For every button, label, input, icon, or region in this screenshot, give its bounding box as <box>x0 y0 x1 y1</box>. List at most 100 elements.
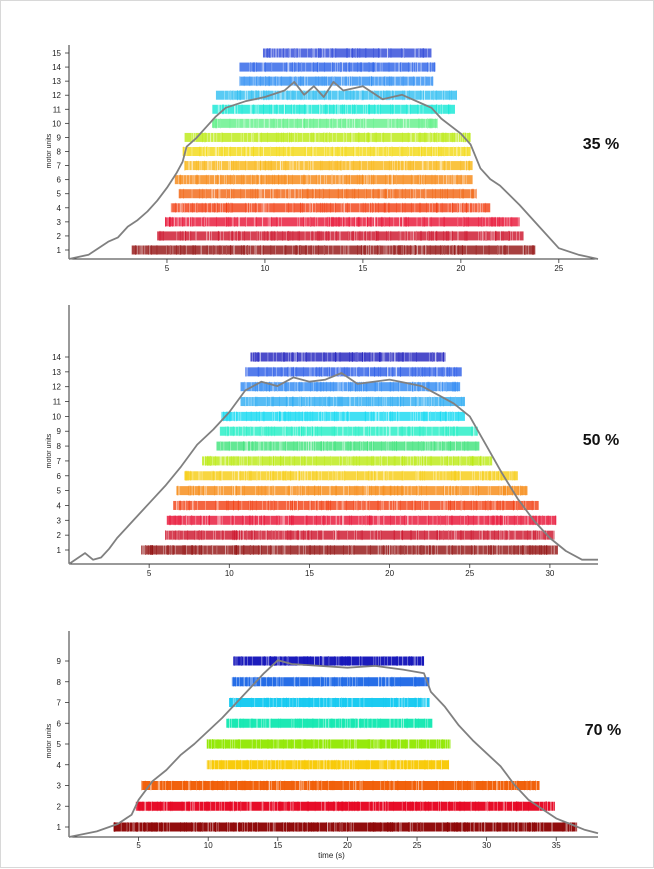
y-axis-title: motor units <box>46 433 53 468</box>
raster-band <box>207 760 449 769</box>
motor-unit-raster-8 <box>183 147 471 157</box>
y-tick-label: 4 <box>57 761 62 770</box>
raster-band <box>183 147 471 156</box>
y-tick-label: 8 <box>57 442 62 451</box>
motor-unit-raster-3 <box>141 781 539 791</box>
x-tick-label: 25 <box>554 264 563 273</box>
motor-unit-raster-6 <box>226 718 432 728</box>
raster-band <box>202 456 492 465</box>
y-tick-label: 5 <box>57 740 62 749</box>
motor-unit-raster-9 <box>185 132 471 142</box>
raster-band <box>185 161 473 170</box>
y-tick-label: 12 <box>52 383 61 392</box>
motor-unit-raster-12 <box>241 382 461 392</box>
motor-unit-raster-8 <box>232 677 430 687</box>
y-tick-label: 5 <box>57 487 62 496</box>
x-tick-label: 5 <box>165 264 170 273</box>
y-tick-label: 8 <box>57 148 62 157</box>
y-tick-label: 3 <box>57 516 62 525</box>
y-tick-label: 13 <box>52 77 61 86</box>
y-tick-label: 12 <box>52 91 61 100</box>
y-tick-label: 2 <box>57 802 62 811</box>
motor-unit-raster-1 <box>132 245 536 255</box>
y-tick-label: 1 <box>57 823 62 832</box>
motor-unit-raster-8 <box>216 441 479 451</box>
y-tick-label: 15 <box>52 49 61 58</box>
level-label: 35 % <box>583 136 619 153</box>
motor-unit-raster-7 <box>229 698 429 708</box>
raster-band <box>207 740 451 749</box>
motor-unit-raster-11 <box>241 397 465 407</box>
y-tick-label: 6 <box>57 719 62 728</box>
raster-band <box>136 802 555 811</box>
motor-unit-raster-3 <box>167 515 557 525</box>
motor-unit-raster-6 <box>175 175 473 185</box>
y-tick-label: 11 <box>53 398 62 407</box>
y-tick-label: 9 <box>57 133 62 142</box>
motor-unit-raster-5 <box>176 486 527 496</box>
y-axis-title: motor units <box>46 133 53 168</box>
motor-unit-raster-10 <box>221 411 465 421</box>
motor-unit-raster-14 <box>239 62 435 72</box>
motor-unit-raster-9 <box>220 426 478 436</box>
y-tick-label: 9 <box>57 427 62 436</box>
x-tick-label: 10 <box>225 569 234 578</box>
motor-unit-raster-4 <box>207 760 449 770</box>
y-tick-label: 10 <box>52 119 61 128</box>
y-tick-label: 3 <box>57 782 62 791</box>
y-tick-label: 2 <box>57 531 62 540</box>
y-tick-label: 7 <box>57 162 62 171</box>
motor-unit-raster-7 <box>185 161 473 171</box>
y-tick-label: 4 <box>57 204 62 213</box>
y-tick-label: 6 <box>57 472 62 481</box>
motor-unit-raster-13 <box>245 367 461 377</box>
x-tick-label: 20 <box>385 569 394 578</box>
motor-unit-raster-5 <box>207 739 451 749</box>
motor-unit-raster-12 <box>216 90 457 100</box>
motor-unit-raster-3 <box>165 217 520 227</box>
x-tick-label: 30 <box>545 569 554 578</box>
motor-unit-raster-7 <box>202 456 492 466</box>
y-tick-label: 7 <box>57 457 62 466</box>
raster-band <box>141 781 539 790</box>
y-tick-label: 4 <box>57 501 62 510</box>
y-tick-label: 13 <box>52 368 61 377</box>
y-tick-label: 6 <box>57 176 62 185</box>
y-tick-label: 1 <box>57 546 62 555</box>
x-tick-label: 15 <box>358 264 367 273</box>
x-tick-label: 5 <box>147 569 152 578</box>
y-tick-label: 1 <box>57 246 62 255</box>
motor-unit-raster-6 <box>184 471 517 481</box>
y-tick-label: 3 <box>57 218 62 227</box>
motor-unit-raster-1 <box>141 545 558 555</box>
y-tick-label: 2 <box>57 232 62 241</box>
motor-unit-raster-10 <box>212 118 437 128</box>
x-tick-label: 25 <box>465 569 474 578</box>
y-tick-label: 11 <box>53 105 62 114</box>
raster-band <box>167 516 557 525</box>
y-tick-label: 10 <box>52 412 61 421</box>
motor-unit-raster-2 <box>165 530 555 540</box>
x-tick-label: 15 <box>305 569 314 578</box>
raster-band <box>132 246 536 255</box>
x-tick-label: 20 <box>456 264 465 273</box>
motor-unit-raster-1 <box>114 822 578 832</box>
motor-unit-raster-2 <box>157 231 523 241</box>
y-tick-label: 14 <box>52 63 61 72</box>
motor-unit-raster-2 <box>136 801 555 811</box>
motor-unit-raster-4 <box>171 203 490 213</box>
raster-band <box>114 823 578 832</box>
y-tick-label: 7 <box>57 699 62 708</box>
raster-band <box>179 189 477 198</box>
x-tick-label: 10 <box>260 264 269 273</box>
motor-unit-raster-11 <box>212 104 455 114</box>
motor-unit-raster-15 <box>263 48 431 58</box>
motor-unit-raster-14 <box>250 352 446 362</box>
raster-band <box>165 531 555 540</box>
motor-unit-raster-5 <box>179 189 477 199</box>
motor-unit-raster-4 <box>173 500 538 510</box>
y-tick-label: 14 <box>52 353 61 362</box>
level-label: 50 % <box>583 432 619 449</box>
